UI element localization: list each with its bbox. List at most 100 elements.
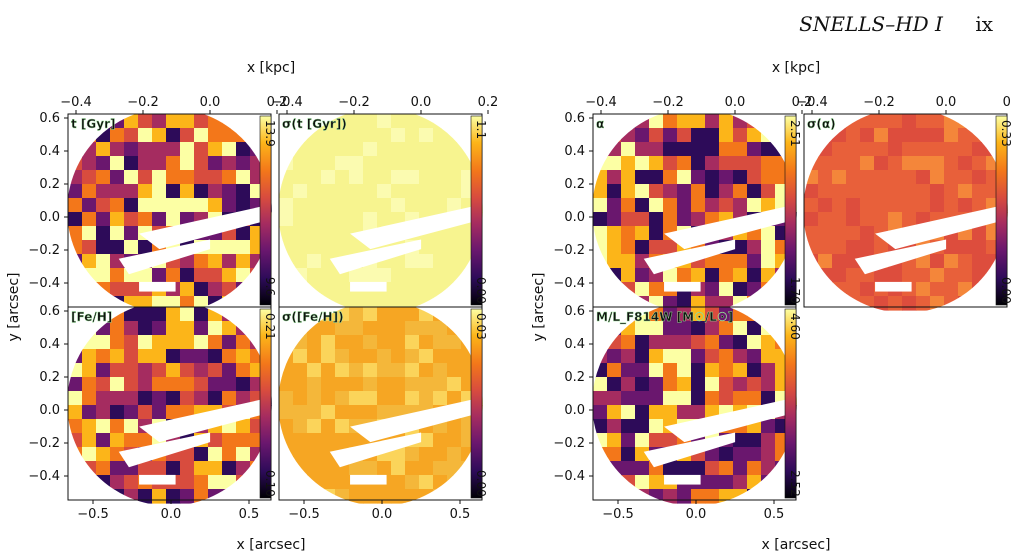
colorbar-min-label: 0.00 — [474, 277, 488, 304]
bottom-axis-label: x [arcsec] — [762, 537, 831, 553]
map-panel — [68, 114, 272, 311]
top-tick-label: −0.4 — [271, 95, 303, 110]
top-tick-label: 0.0 — [936, 95, 957, 110]
colorbar — [471, 116, 482, 305]
colorbar-frame — [470, 308, 483, 499]
y-tick-label: 0.2 — [564, 370, 585, 385]
colorbar-frame — [259, 308, 272, 499]
colorbar-frame — [784, 308, 797, 499]
y-tick-label: 0.4 — [39, 337, 60, 352]
y-tick-label: 0.0 — [39, 210, 60, 225]
top-tick-label: −0.2 — [338, 95, 370, 110]
top-tick-label: 0.0 — [200, 95, 221, 110]
colorbar — [996, 116, 1007, 305]
map-panel — [804, 114, 1008, 311]
top-tick-label: −0.2 — [652, 95, 684, 110]
colorbar — [785, 116, 796, 305]
colorbar — [260, 309, 271, 498]
panel-label: σ([Fe/H]) — [282, 310, 344, 324]
y-tick-label: 0.6 — [39, 304, 60, 319]
y-tick-label: 0.0 — [564, 403, 585, 418]
panel-label: σ(α) — [807, 117, 836, 131]
colorbar-min-label: 9.6 — [263, 277, 277, 296]
top-tick-label: 0.0 — [411, 95, 432, 110]
bottom-tick-label: −0.5 — [77, 507, 109, 522]
y-tick-label: −0.4 — [28, 469, 60, 484]
y-tick-label: −0.4 — [553, 469, 585, 484]
colorbar-frame — [259, 115, 272, 306]
top-tick-label: −0.2 — [127, 95, 159, 110]
colorbar-min-label: 0.00 — [999, 277, 1011, 304]
bottom-tick-label: 0.0 — [161, 507, 182, 522]
colorbar-frame — [784, 115, 797, 306]
colorbar-max-label: 4.60 — [788, 313, 802, 340]
colorbar-min-label: 0.00 — [474, 470, 488, 497]
colorbar-max-label: 0.21 — [263, 313, 277, 340]
page-header: SNELLS–HD I ix — [799, 12, 993, 36]
bottom-tick-label: 0.5 — [764, 507, 785, 522]
map-panel — [593, 307, 797, 504]
y-tick-label: 0.4 — [564, 337, 585, 352]
colorbar-frame — [995, 115, 1008, 306]
y-tick-label: 0.0 — [564, 210, 585, 225]
panel-label: α — [596, 117, 604, 131]
top-axis-label: x [kpc] — [772, 60, 820, 76]
top-tick-label: −0.4 — [796, 95, 828, 110]
top-tick-label: 0.2 — [478, 95, 499, 110]
bottom-tick-label: 0.5 — [239, 507, 260, 522]
y-tick-label: −0.4 — [28, 276, 60, 291]
running-title: SNELLS–HD I — [799, 12, 943, 36]
map-panel — [68, 307, 272, 504]
colorbar — [260, 116, 271, 305]
y-tick-label: −0.2 — [28, 436, 60, 451]
y-tick-label: 0.6 — [564, 304, 585, 319]
colorbar — [785, 309, 796, 498]
top-tick-label: 0.0 — [725, 95, 746, 110]
map-panel — [279, 114, 483, 311]
page-number: ix — [975, 12, 993, 36]
bottom-tick-label: 0.5 — [450, 507, 471, 522]
colorbar-min-label: 0.10 — [263, 470, 277, 497]
panel-label: [Fe/H] — [71, 310, 112, 324]
colorbar-max-label: 0.33 — [999, 120, 1011, 147]
colorbar-max-label: 13.9 — [263, 120, 277, 147]
y-axis-label: y [arcsec] — [6, 273, 22, 342]
colorbar — [471, 309, 482, 498]
bottom-tick-label: 0.0 — [372, 507, 393, 522]
colorbar-max-label: 1.1 — [474, 120, 488, 139]
y-tick-label: 0.6 — [39, 111, 60, 126]
bottom-axis-label: x [arcsec] — [237, 537, 306, 553]
top-tick-label: 0.2 — [1003, 95, 1011, 110]
y-tick-label: 0.0 — [39, 403, 60, 418]
panel-label: σ(t [Gyr]) — [282, 117, 347, 131]
top-tick-label: −0.2 — [863, 95, 895, 110]
y-tick-label: −0.4 — [553, 276, 585, 291]
y-tick-label: 0.2 — [39, 177, 60, 192]
colorbar-frame — [470, 115, 483, 306]
top-tick-label: 0.2 — [792, 95, 813, 110]
y-tick-label: −0.2 — [28, 243, 60, 258]
y-tick-label: 0.2 — [564, 177, 585, 192]
map-panel — [279, 307, 483, 504]
colorbar-min-label: 2.52 — [788, 470, 802, 497]
y-tick-label: −0.2 — [553, 243, 585, 258]
y-tick-label: −0.2 — [553, 436, 585, 451]
y-tick-label: 0.4 — [39, 144, 60, 159]
bottom-tick-label: 0.0 — [686, 507, 707, 522]
y-tick-label: 0.6 — [564, 111, 585, 126]
colorbar-max-label: 2.51 — [788, 120, 802, 147]
bottom-tick-label: −0.5 — [288, 507, 320, 522]
top-tick-label: 0.2 — [267, 95, 288, 110]
bottom-tick-label: −0.5 — [602, 507, 634, 522]
y-tick-label: 0.4 — [564, 144, 585, 159]
colorbar-max-label: 0.03 — [474, 313, 488, 340]
panel-label: M/L_F814W [M☉/L☉] — [596, 310, 733, 325]
top-tick-label: −0.4 — [60, 95, 92, 110]
top-axis-label: x [kpc] — [247, 60, 295, 76]
map-panel — [593, 114, 797, 311]
panel-label: t [Gyr] — [71, 117, 115, 131]
y-axis-label: y [arcsec] — [531, 273, 547, 342]
y-tick-label: 0.2 — [39, 370, 60, 385]
top-tick-label: −0.4 — [585, 95, 617, 110]
